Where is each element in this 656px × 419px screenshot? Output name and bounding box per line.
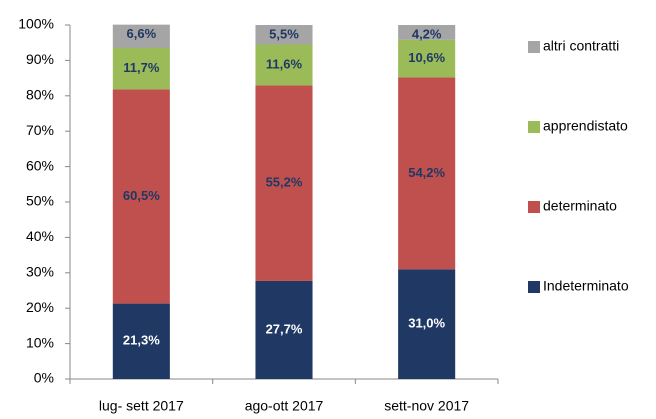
value-label: 6,6% [127, 26, 157, 41]
value-label: 4,2% [412, 26, 442, 41]
y-tick-label: 30% [26, 264, 54, 280]
legend-swatch [528, 281, 540, 293]
bar-segment [398, 39, 456, 78]
legend-swatch [528, 201, 540, 213]
bar-segment [112, 24, 170, 49]
bar-segment [398, 269, 456, 379]
value-label: 21,3% [123, 333, 160, 348]
bar-segment [255, 44, 313, 86]
y-tick-label: 0% [34, 370, 54, 386]
value-label: 55,2% [266, 175, 303, 190]
bar-segment [255, 25, 313, 45]
legend-label: determinato [543, 198, 617, 214]
y-tick-label: 100% [18, 16, 54, 32]
y-tick-label: 70% [26, 122, 54, 138]
x-tick-label: ago-ott 2017 [245, 398, 324, 414]
legend-label: apprendistato [543, 118, 628, 134]
legend-swatch [528, 41, 540, 53]
y-tick-label: 90% [26, 51, 54, 67]
value-label: 60,5% [123, 188, 160, 203]
y-tick-label: 20% [26, 299, 54, 315]
bar-segment [255, 85, 313, 281]
y-tick-label: 40% [26, 228, 54, 244]
y-tick-label: 80% [26, 87, 54, 103]
value-label: 27,7% [266, 321, 303, 336]
x-tick-label: sett-nov 2017 [384, 398, 469, 414]
value-label: 11,6% [266, 56, 303, 71]
legend-label: Indeterminato [543, 278, 629, 294]
bar-segment [398, 25, 456, 40]
y-tick-label: 50% [26, 193, 54, 209]
legend-swatch [528, 121, 540, 133]
value-label: 11,7% [123, 60, 160, 75]
value-label: 54,2% [408, 165, 445, 180]
value-label: 31,0% [408, 316, 445, 331]
legend-label: altri contratti [543, 38, 619, 54]
bar-segment [398, 77, 456, 270]
y-tick-label: 10% [26, 334, 54, 350]
bar-segment [255, 280, 313, 379]
value-label: 5,5% [269, 26, 299, 41]
bar-segment [112, 89, 170, 304]
x-tick-label: lug- sett 2017 [99, 398, 184, 414]
y-tick-label: 60% [26, 157, 54, 173]
bar-segment [112, 303, 170, 379]
value-label: 10,6% [408, 50, 445, 65]
bar-segment [112, 48, 170, 90]
